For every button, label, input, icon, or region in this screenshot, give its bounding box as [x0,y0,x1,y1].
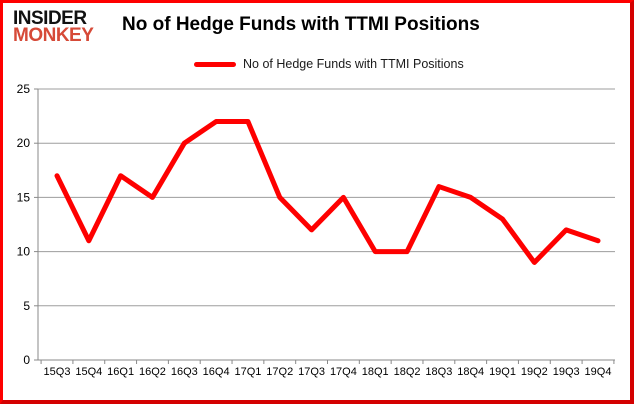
logo-line2: MONKEY [13,25,94,47]
svg-text:25: 25 [17,82,31,96]
svg-text:16Q3: 16Q3 [171,366,198,378]
svg-text:17Q4: 17Q4 [330,366,357,378]
x-tick-labels: 15Q3 15Q4 16Q1 16Q2 16Q3 16Q4 17Q1 17Q2 17Q3 17Q4… [44,366,612,378]
legend-label: No of Hedge Funds with TTMI Positions [243,57,464,71]
svg-text:19Q1: 19Q1 [489,366,516,378]
y-gridlines [34,88,615,361]
svg-text:19Q3: 19Q3 [553,366,580,378]
chart-title: No of Hedge Funds with TTMI Positions [122,14,480,35]
insider-monkey-logo: INSIDER MONKEY [13,8,94,47]
legend: No of Hedge Funds with TTMI Positions [194,57,464,71]
svg-text:15Q3: 15Q3 [44,366,71,378]
svg-text:18Q1: 18Q1 [362,366,389,378]
svg-text:16Q2: 16Q2 [139,366,166,378]
svg-text:19Q2: 19Q2 [521,366,548,378]
svg-text:18Q2: 18Q2 [394,366,421,378]
svg-text:5: 5 [23,299,30,313]
svg-text:16Q1: 16Q1 [107,366,134,378]
svg-text:17Q2: 17Q2 [266,366,293,378]
axes [37,89,615,361]
logo-line1: INSIDER [13,8,87,29]
x-axis-ticks [40,360,615,364]
svg-text:17Q1: 17Q1 [234,366,261,378]
svg-text:15Q4: 15Q4 [75,366,102,378]
svg-text:0: 0 [23,353,30,367]
legend-line-swatch [194,61,236,67]
data-line [54,119,601,265]
svg-text:20: 20 [17,136,31,150]
svg-text:15: 15 [17,190,31,204]
svg-text:18Q3: 18Q3 [425,366,452,378]
svg-text:10: 10 [17,245,31,259]
svg-text:18Q4: 18Q4 [457,366,484,378]
svg-text:17Q3: 17Q3 [298,366,325,378]
svg-text:19Q4: 19Q4 [585,366,612,378]
y-tick-labels: 0 5 10 15 20 25 [17,82,31,367]
line-chart-plot: 0 5 10 15 20 25 15Q3 15Q4 16Q1 16Q2 16Q3 16Q4 17Q1 17… [17,82,615,378]
svg-text:16Q4: 16Q4 [203,366,230,378]
